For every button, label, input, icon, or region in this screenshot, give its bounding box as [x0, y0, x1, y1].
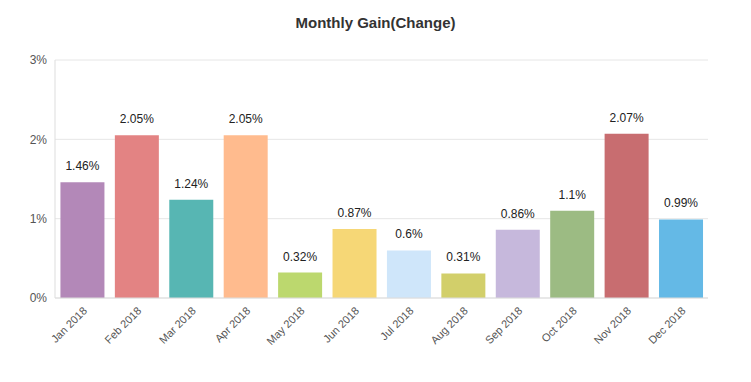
svg-text:2.05%: 2.05%: [120, 112, 154, 126]
svg-text:Nov 2018: Nov 2018: [592, 304, 634, 346]
svg-text:0%: 0%: [30, 291, 48, 305]
svg-text:2.05%: 2.05%: [229, 112, 263, 126]
svg-text:0.32%: 0.32%: [283, 250, 317, 264]
svg-text:1.1%: 1.1%: [559, 188, 587, 202]
svg-text:Jul 2018: Jul 2018: [378, 304, 416, 342]
svg-text:Jun 2018: Jun 2018: [321, 304, 361, 344]
svg-text:May 2018: May 2018: [264, 304, 307, 347]
svg-text:Dec 2018: Dec 2018: [646, 304, 688, 346]
svg-text:Apr 2018: Apr 2018: [212, 304, 252, 344]
svg-text:Sep 2018: Sep 2018: [483, 304, 525, 346]
svg-text:Mar 2018: Mar 2018: [157, 304, 198, 345]
svg-text:Jan 2018: Jan 2018: [49, 304, 89, 344]
svg-text:0.31%: 0.31%: [446, 250, 480, 264]
svg-text:1.24%: 1.24%: [174, 177, 208, 191]
svg-text:Aug 2018: Aug 2018: [428, 304, 470, 346]
svg-text:Oct 2018: Oct 2018: [539, 304, 579, 344]
svg-text:2%: 2%: [30, 133, 48, 147]
svg-text:0.99%: 0.99%: [664, 196, 698, 210]
svg-text:3%: 3%: [30, 53, 48, 67]
svg-text:0.87%: 0.87%: [338, 206, 372, 220]
svg-text:0.6%: 0.6%: [395, 227, 423, 241]
svg-text:1%: 1%: [30, 212, 48, 226]
svg-text:Feb 2018: Feb 2018: [102, 304, 143, 345]
svg-text:0.86%: 0.86%: [501, 207, 535, 221]
svg-text:1.46%: 1.46%: [65, 159, 99, 173]
html-text:Monthly Gain(Change): Monthly Gain(Change): [295, 14, 456, 31]
svg-text:2.07%: 2.07%: [610, 111, 644, 125]
